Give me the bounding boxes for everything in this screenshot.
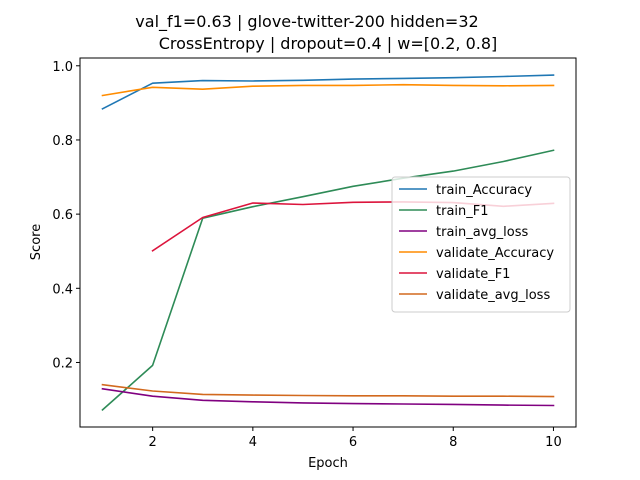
legend-label-validate-avg-loss: validate_avg_loss <box>436 288 550 303</box>
legend-label-train-f1: train_F1 <box>436 204 489 219</box>
legend: train_Accuracy train_F1 train_avg_lossvali… <box>391 176 571 313</box>
legend-label-train-avg-loss: train_avg_loss <box>436 225 529 240</box>
series-line-validate-accuracy <box>101 83 555 97</box>
x-tick-label: 6 <box>349 435 357 450</box>
y-axis: 0.2 0.4 0.6 0.8 1.0 <box>52 60 80 371</box>
y-axis-label: Score <box>29 224 44 260</box>
y-tick-label: 0.8 <box>52 134 73 149</box>
y-tick-label: 0.4 <box>52 282 73 297</box>
plot-frame <box>79 57 577 428</box>
x-axis-label: Epoch <box>308 456 348 471</box>
x-axis: 2 4 6 8 10 <box>149 427 562 450</box>
series-line-train-avg-loss <box>101 387 555 407</box>
legend-label-train-accuracy: train_Accuracy <box>436 183 532 198</box>
series-layer <box>101 74 555 412</box>
x-tick-label: 4 <box>249 435 257 450</box>
legend-label-validate-accuracy: validate_Accuracy <box>436 246 554 261</box>
legend-box <box>391 176 571 313</box>
legend-label-validate-f1: validate_F1 <box>436 267 510 282</box>
x-tick-label: 2 <box>149 435 157 450</box>
y-tick-label: 0.6 <box>52 208 73 223</box>
series-line-train-accuracy <box>101 74 555 110</box>
y-tick-label: 1.0 <box>52 60 73 75</box>
series-line-train-f1 <box>101 149 555 412</box>
chart-title-line-2: CrossEntropy | dropout=0.4 | w=[0.2, 0.8… <box>159 34 498 53</box>
series-line-validate-avg-loss <box>101 383 555 398</box>
chart-title-line-1: val_f1=0.63 | glove-twitter-200 hidden=3… <box>135 12 478 32</box>
chart-title: val_f1=0.63 | glove-twitter-200 hidden=3… <box>135 12 497 53</box>
x-tick-label: 10 <box>545 435 562 450</box>
y-tick-label: 0.2 <box>52 356 73 371</box>
x-tick-label: 8 <box>449 435 457 450</box>
